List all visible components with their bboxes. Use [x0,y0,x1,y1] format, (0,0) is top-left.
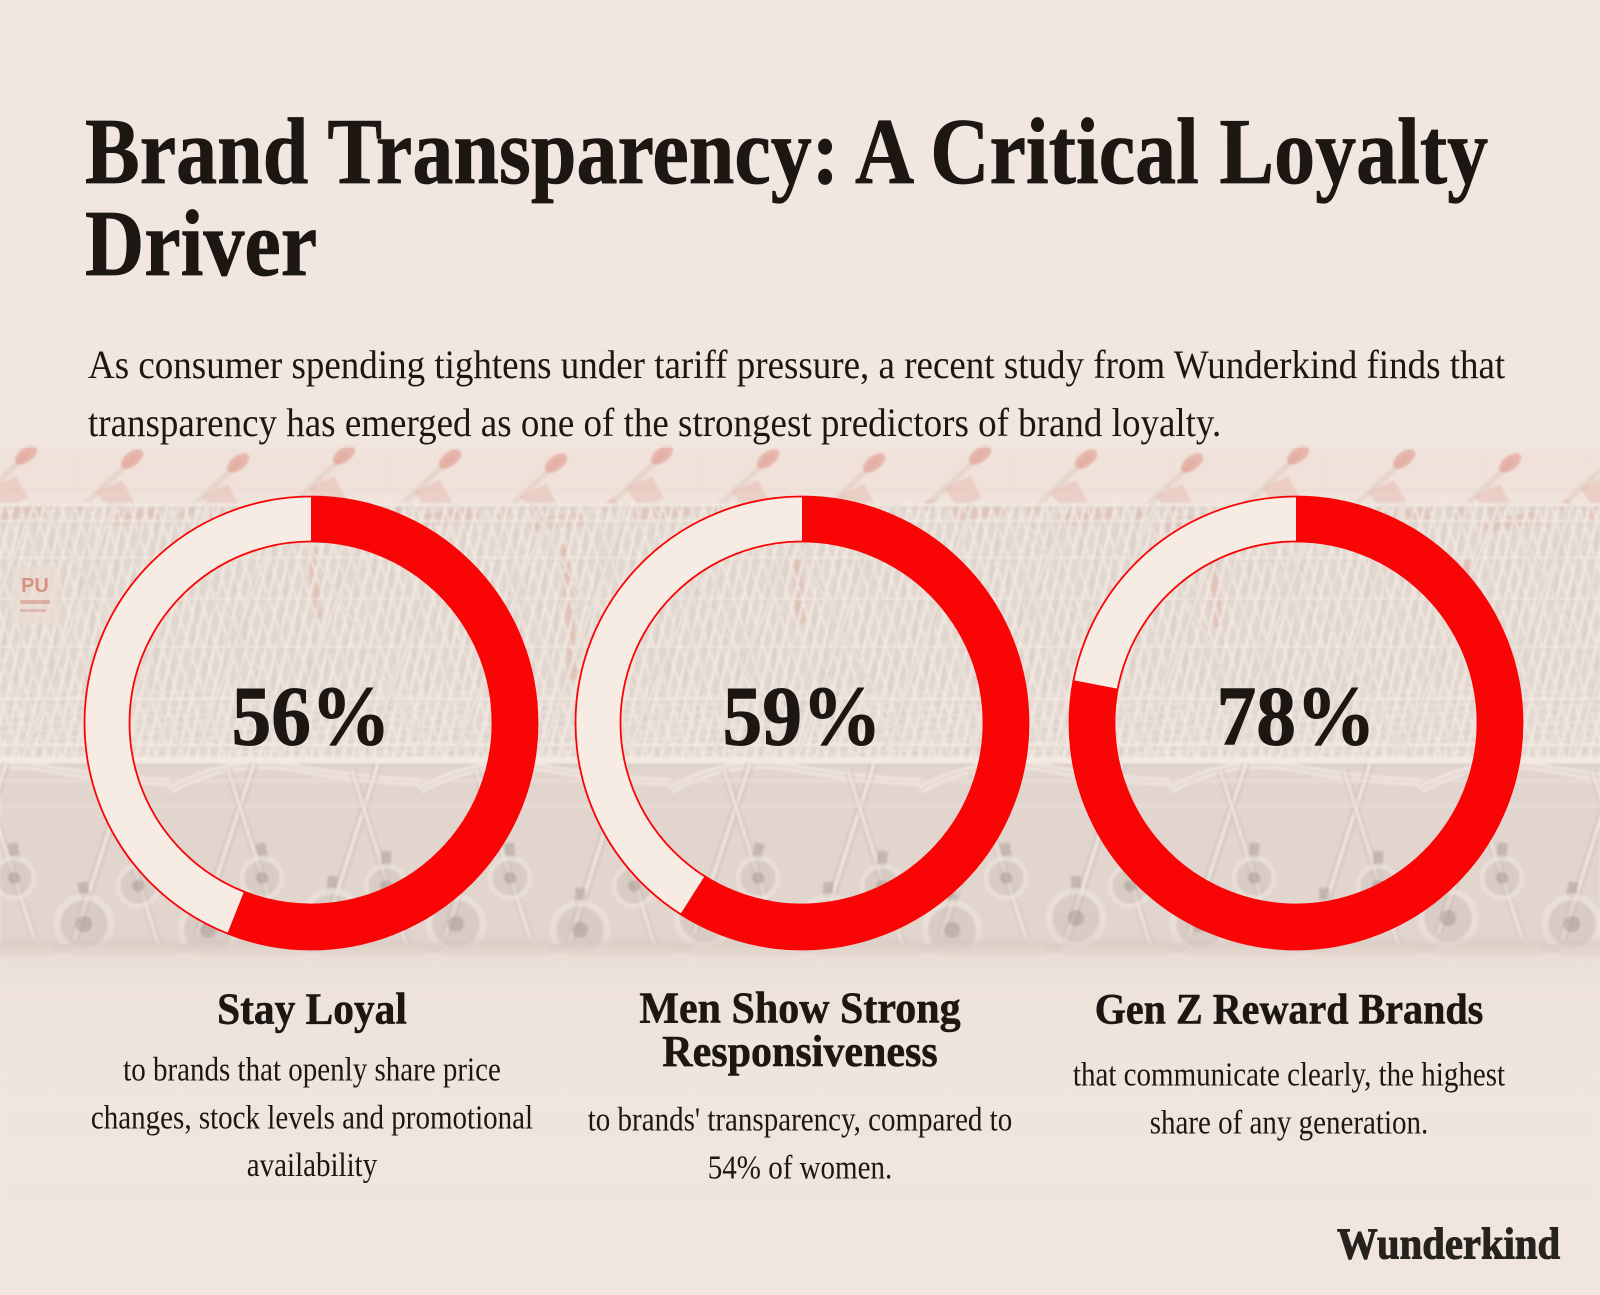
svg-text:PU: PU [21,575,49,597]
